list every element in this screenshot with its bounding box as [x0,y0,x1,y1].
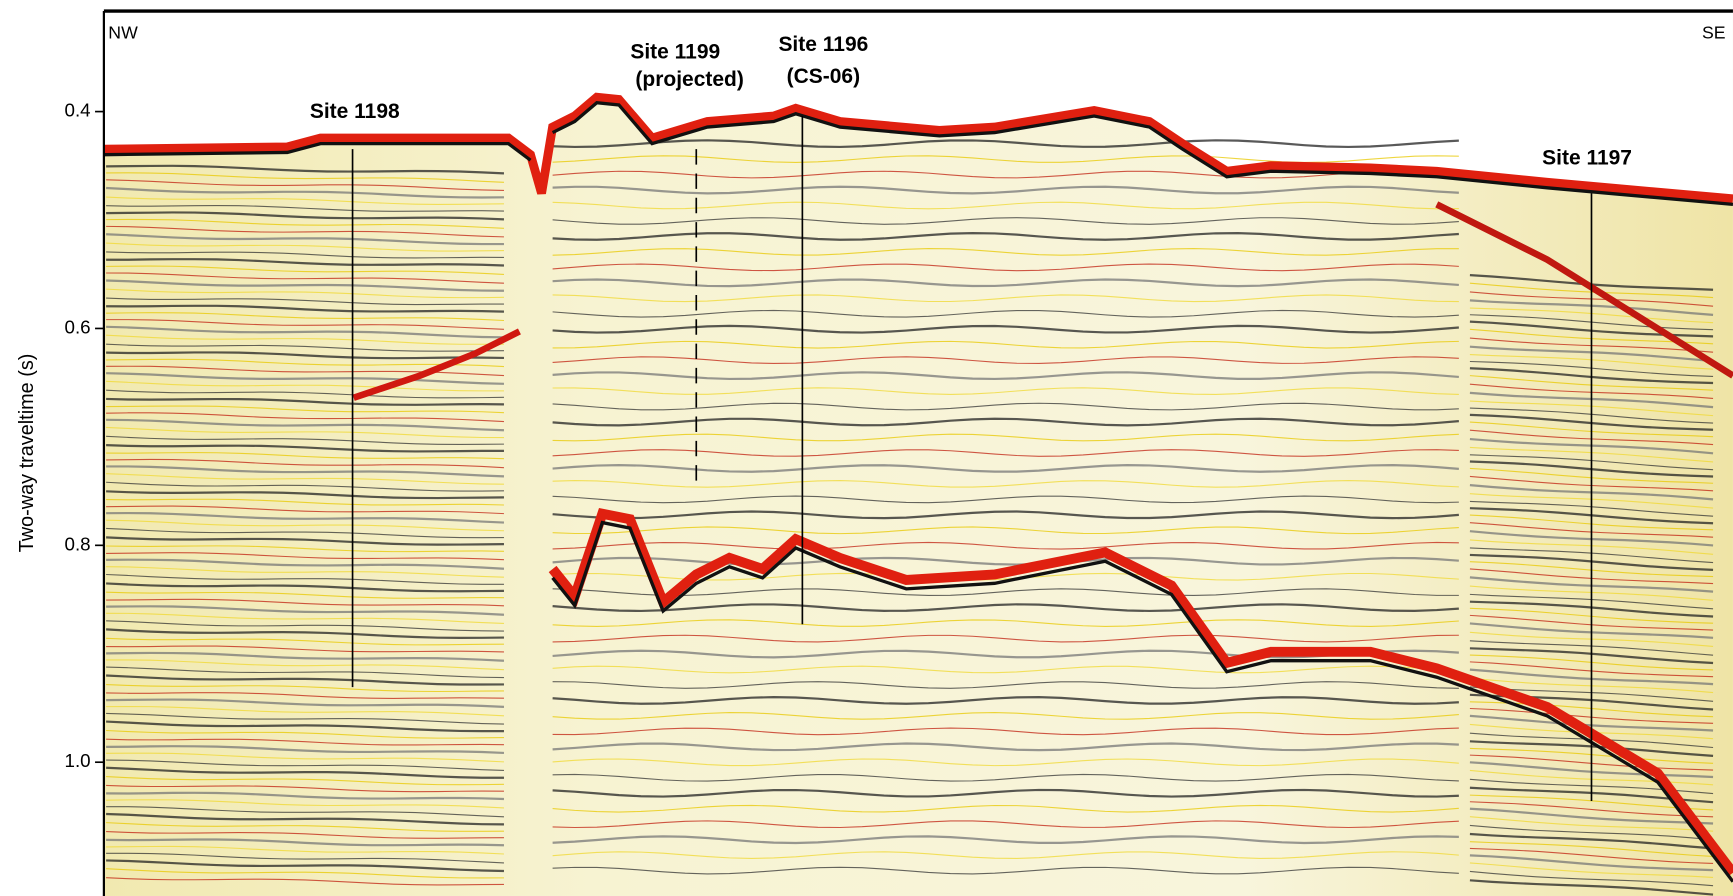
site-note: (projected) [635,68,743,91]
direction-label: SE [1702,23,1726,43]
site-note: (CS-06) [787,65,860,88]
site-label: Site 1196 [778,33,868,56]
y-tick-label: 0.6 [65,316,91,337]
y-tick-label: 0.4 [65,100,91,121]
page: {"axis": {"label": "Two-way traveltime (… [0,0,1733,896]
y-tick-label: 1.0 [65,750,91,771]
axis-title: Two-way traveltime (s) [16,354,38,553]
site-label: Site 1199 [630,41,720,64]
seismic-figure: NW SE Site 1198 Site 1199 (projected) Si… [0,0,1733,896]
site-label: Site 1198 [310,100,400,123]
site-label: Site 1197 [1542,147,1632,170]
figure-body: NW SE Site 1198 Site 1199 (projected) Si… [16,11,1733,896]
y-tick-label: 0.8 [65,533,91,554]
direction-label: NW [108,23,138,43]
y-axis: 0.4 0.6 0.8 1.0 [65,100,104,772]
